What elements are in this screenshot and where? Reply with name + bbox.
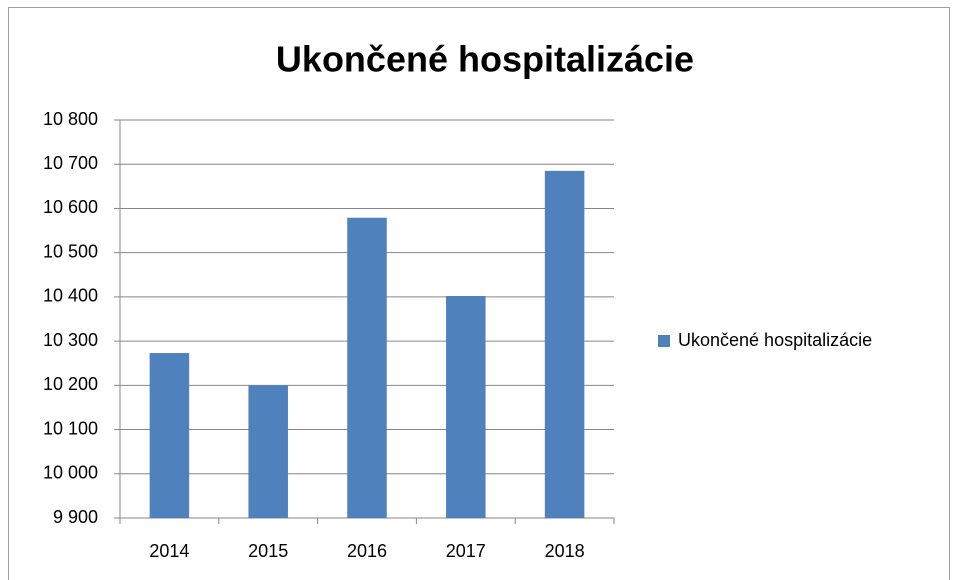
y-tick-label: 10 700	[43, 153, 98, 173]
x-tick-label: 2017	[446, 541, 486, 561]
y-tick-label: 10 600	[43, 197, 98, 217]
x-tick-label: 2015	[248, 541, 288, 561]
y-tick-label: 10 400	[43, 286, 98, 306]
y-tick-label: 10 800	[43, 109, 98, 129]
x-tick-label: 2014	[149, 541, 189, 561]
legend-swatch	[658, 335, 670, 347]
y-tick-label: 10 300	[43, 330, 98, 350]
legend-label: Ukončené hospitalizácie	[678, 330, 872, 350]
chart-title: Ukončené hospitalizácie	[276, 39, 694, 80]
bar	[544, 170, 585, 518]
y-tick-label: 10 000	[43, 463, 98, 483]
bar	[347, 217, 387, 518]
bar	[149, 353, 190, 518]
y-tick-label: 9 900	[53, 507, 98, 527]
x-tick-label: 2018	[545, 541, 585, 561]
y-tick-label: 10 100	[43, 418, 98, 438]
x-tick-label: 2016	[347, 541, 387, 561]
y-tick-label: 10 200	[43, 374, 98, 394]
bar	[446, 296, 486, 518]
y-tick-label: 10 500	[43, 241, 98, 261]
bar	[248, 385, 288, 518]
